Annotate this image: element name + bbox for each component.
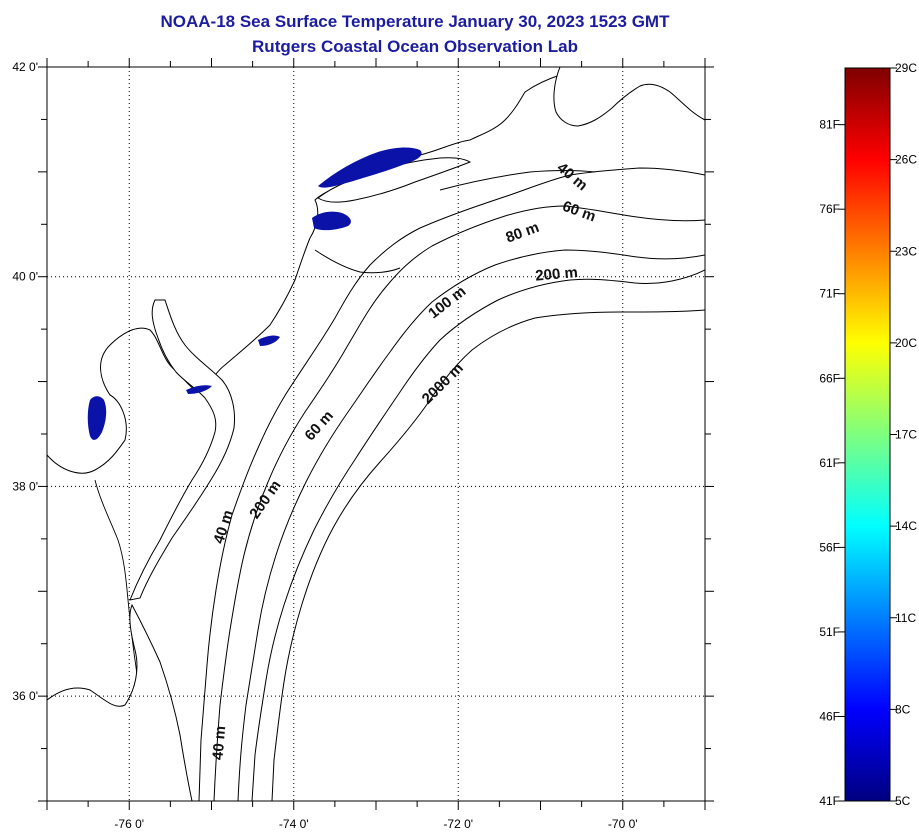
contour-depth-label: 60 m	[301, 407, 337, 444]
colorbar-fahrenheit-label: 76F	[819, 202, 840, 216]
longitude-label: -74 0'	[279, 817, 309, 831]
land-north-carolina	[47, 603, 193, 801]
colorbar-fahrenheit-label: 51F	[819, 625, 840, 639]
cold-water-patch-li-sound	[318, 147, 422, 188]
land-mass-mainland	[47, 67, 561, 474]
contour-depth-label: 60 m	[560, 198, 598, 226]
contour-80m	[237, 249, 705, 801]
contour-depth-label: 200 m	[535, 264, 579, 285]
longitude-labels: -76 0' -74 0' -72 0' -70 0'	[114, 817, 637, 831]
bathymetry-contours	[198, 167, 705, 801]
contour-depth-label: 200 m	[246, 477, 284, 522]
longitude-label: -72 0'	[443, 817, 473, 831]
colorbar-celsius-label: 8C	[895, 702, 911, 716]
cold-water-patch-chesapeake	[87, 396, 107, 440]
contour-2000m	[271, 309, 705, 801]
map-plot-area: 40 m 60 m 80 m 200 m 100 m 2000 m 60 m 200 m 40 …	[47, 67, 705, 801]
contour-depth-label: 40 m	[209, 725, 229, 761]
contour-60m	[213, 205, 705, 801]
contour-depth-label: 100 m	[425, 283, 469, 323]
colorbar-labels: 29C 26C 23C 20C 17C 14C 11C 8C 5C 81F 76F 71F 66F 61F…	[819, 61, 917, 808]
contour-depth-label: 40 m	[210, 508, 237, 546]
colorbar-fahrenheit-label: 56F	[819, 540, 840, 554]
colorbar-celsius-label: 23C	[895, 244, 917, 258]
contour-200m	[251, 269, 705, 801]
contour-depth-label: 2000 m	[419, 360, 467, 408]
contour-nj-inner	[314, 249, 401, 274]
cold-water-patch-delaware-coast	[186, 385, 212, 394]
cold-water-patch-delaware-bay	[258, 335, 280, 346]
latitude-labels: 42 0' 40 0' 38 0' 36 0'	[12, 60, 38, 703]
contour-depth-label: 40 m	[554, 159, 591, 194]
colorbar-fahrenheit-label: 61F	[819, 456, 840, 470]
contour-depth-label: 80 m	[504, 219, 542, 247]
colorbar-fahrenheit-label: 46F	[819, 709, 840, 723]
colorbar-fahrenheit-label: 66F	[819, 371, 840, 385]
land-cape-cod	[553, 67, 705, 127]
colorbar-celsius-label: 5C	[895, 794, 911, 808]
contour-40m	[198, 167, 705, 801]
latitude-label: 42 0'	[12, 60, 38, 74]
cold-water-patch-ny-bight	[312, 211, 351, 231]
land-delmarva	[129, 299, 235, 601]
axis-ticks	[38, 58, 714, 810]
colorbar-fahrenheit-label: 71F	[819, 287, 840, 301]
latitude-label: 40 0'	[12, 270, 38, 284]
map-subtitle: Rutgers Coastal Ocean Observation Lab	[252, 37, 578, 56]
colorbar-celsius-label: 11C	[895, 611, 916, 625]
longitude-label: -70 0'	[608, 817, 638, 831]
colorbar-fahrenheit-label: 41F	[819, 794, 840, 808]
graticule	[47, 67, 705, 801]
colorbar-celsius-label: 26C	[895, 153, 917, 167]
colorbar-celsius-label: 17C	[895, 428, 917, 442]
longitude-label: -76 0'	[114, 817, 144, 831]
map-title: NOAA-18 Sea Surface Temperature January …	[160, 12, 670, 31]
colorbar-celsius-label: 14C	[895, 519, 917, 533]
latitude-label: 38 0'	[12, 479, 38, 493]
colorbar-celsius-label: 20C	[895, 336, 917, 350]
colorbar-celsius-label: 29C	[895, 61, 917, 75]
colorbar	[844, 67, 891, 802]
latitude-label: 36 0'	[12, 689, 38, 703]
colorbar-fahrenheit-label: 81F	[819, 118, 840, 132]
contour-li-shelf	[439, 170, 596, 191]
